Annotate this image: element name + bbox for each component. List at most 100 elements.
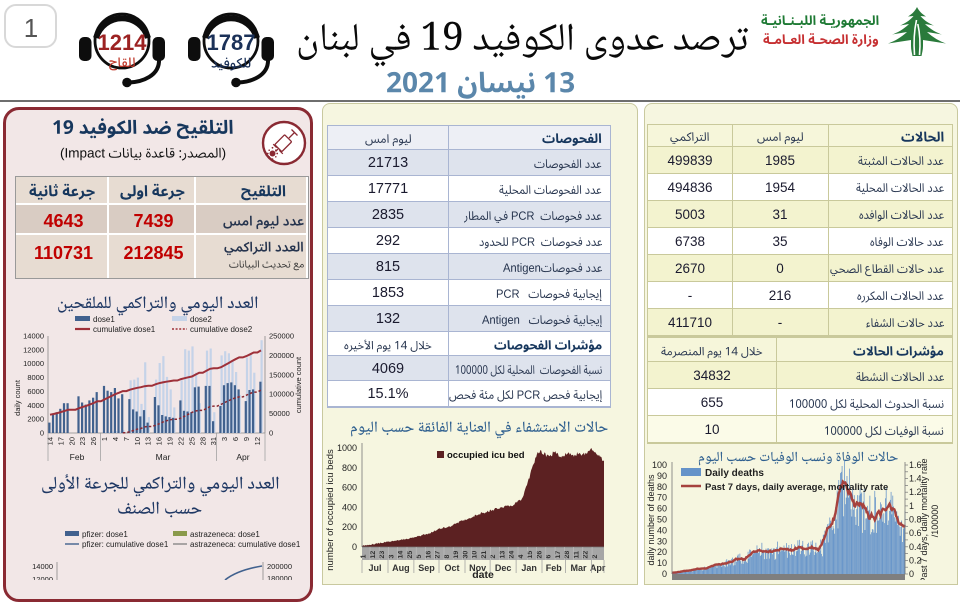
svg-text:20: 20 (67, 437, 76, 445)
svg-text:250000: 250000 (269, 332, 294, 341)
svg-text:0: 0 (269, 429, 273, 438)
svg-text:number of occupied icu beds: number of occupied icu beds (325, 449, 336, 571)
svg-text:Feb: Feb (70, 452, 85, 462)
svg-text:cumulative dose2: cumulative dose2 (190, 325, 253, 334)
svg-text:14: 14 (46, 437, 55, 445)
svg-text:0: 0 (662, 569, 667, 579)
svg-text:0: 0 (40, 429, 44, 438)
svg-text:90: 90 (657, 471, 667, 481)
svg-text:200000: 200000 (269, 351, 294, 360)
svg-text:400: 400 (342, 502, 357, 512)
svg-text:23: 23 (78, 437, 87, 445)
svg-text:16: 16 (425, 551, 432, 559)
svg-text:100: 100 (652, 460, 667, 470)
svg-text:astrazeneca: cumulative dose1: astrazeneca: cumulative dose1 (190, 540, 301, 549)
svg-text:2: 2 (490, 555, 497, 559)
svg-text:28: 28 (198, 437, 207, 445)
svg-text:13: 13 (144, 437, 153, 445)
svg-text:Mar: Mar (570, 563, 587, 573)
svg-text:Nov: Nov (469, 563, 486, 573)
svg-text:40: 40 (657, 525, 667, 535)
svg-text:daily number of deaths: daily number of deaths (646, 474, 656, 566)
svg-text:4: 4 (518, 555, 525, 559)
svg-text:15: 15 (527, 551, 534, 559)
svg-text:astrazeneca: dose1: astrazeneca: dose1 (190, 530, 260, 539)
svg-text:25: 25 (187, 437, 196, 445)
svg-text:100000: 100000 (269, 390, 294, 399)
svg-text:Apr: Apr (590, 563, 606, 573)
svg-text:19: 19 (453, 551, 460, 559)
svg-text:600: 600 (342, 483, 357, 493)
svg-text:50: 50 (657, 515, 667, 525)
svg-text:0.8: 0.8 (909, 515, 922, 525)
svg-text:1: 1 (361, 555, 368, 559)
svg-text:0: 0 (352, 542, 357, 552)
svg-text:26: 26 (536, 551, 543, 559)
svg-text:Oct: Oct (444, 563, 459, 573)
svg-text:22: 22 (583, 551, 590, 559)
svg-text:12: 12 (253, 437, 262, 445)
svg-text:Aug: Aug (392, 563, 410, 573)
svg-text:2: 2 (592, 555, 599, 559)
svg-text:12: 12 (370, 551, 377, 559)
svg-text:0.4: 0.4 (909, 542, 922, 552)
svg-text:60: 60 (657, 504, 667, 514)
svg-text:28: 28 (564, 551, 571, 559)
svg-text:50000: 50000 (269, 409, 290, 418)
svg-text:8000: 8000 (27, 373, 44, 382)
svg-text:0.2: 0.2 (909, 555, 922, 565)
svg-text:/100000: /100000 (930, 505, 940, 538)
svg-text:date: date (472, 569, 494, 580)
svg-text:Past 7 days, daily mortality r: Past 7 days, daily mortality rate (919, 458, 929, 580)
svg-text:1: 1 (100, 437, 109, 441)
svg-text:Daily deaths: Daily deaths (705, 468, 764, 479)
svg-text:pfizer: dose1: pfizer: dose1 (82, 530, 128, 539)
svg-text:1.4: 1.4 (909, 474, 922, 484)
svg-text:14000: 14000 (32, 562, 53, 571)
svg-text:10: 10 (133, 437, 142, 445)
svg-text:Mar: Mar (156, 452, 171, 462)
svg-text:6: 6 (231, 437, 240, 441)
svg-text:7: 7 (122, 437, 131, 441)
svg-text:26: 26 (89, 437, 98, 445)
svg-text:150000: 150000 (269, 370, 294, 379)
svg-text:4000: 4000 (27, 401, 44, 410)
svg-text:14000: 14000 (23, 332, 44, 341)
svg-text:daily count: daily count (13, 379, 22, 416)
svg-text:9: 9 (242, 437, 251, 441)
svg-text:20: 20 (657, 547, 667, 557)
svg-text:Past 7 days, daily average, mo: Past 7 days, daily average, mortality ra… (705, 482, 888, 493)
svg-text:11: 11 (573, 551, 580, 559)
svg-text:Feb: Feb (546, 563, 563, 573)
svg-text:10: 10 (657, 558, 667, 568)
svg-text:10000: 10000 (23, 359, 44, 368)
svg-text:6000: 6000 (27, 387, 44, 396)
svg-text:3: 3 (388, 555, 395, 559)
svg-text:cumulative count: cumulative count (294, 356, 303, 413)
svg-text:80: 80 (657, 482, 667, 492)
svg-text:1: 1 (909, 501, 914, 511)
svg-text:17: 17 (56, 437, 65, 445)
svg-text:19: 19 (166, 437, 175, 445)
svg-text:800: 800 (342, 463, 357, 473)
svg-text:24: 24 (509, 551, 516, 559)
svg-text:10: 10 (472, 551, 479, 559)
svg-text:31: 31 (209, 437, 218, 445)
svg-text:17: 17 (555, 551, 562, 559)
svg-text:200000: 200000 (267, 562, 292, 571)
svg-text:200: 200 (342, 522, 357, 532)
svg-text:cumulative dose1: cumulative dose1 (93, 325, 156, 334)
svg-text:3: 3 (220, 437, 229, 441)
svg-text:1.2: 1.2 (909, 487, 922, 497)
svg-text:pfizer: cumulative dose1: pfizer: cumulative dose1 (82, 540, 169, 549)
svg-text:180000: 180000 (267, 574, 292, 580)
svg-text:1.6: 1.6 (909, 460, 922, 470)
svg-text:14: 14 (398, 551, 405, 559)
svg-text:16: 16 (155, 437, 164, 445)
svg-text:dose2: dose2 (190, 315, 212, 324)
svg-text:Jan: Jan (521, 563, 537, 573)
svg-text:Jul: Jul (368, 563, 381, 573)
svg-text:dose1: dose1 (93, 315, 115, 324)
svg-text:12000: 12000 (32, 575, 53, 580)
svg-text:0.6: 0.6 (909, 528, 922, 538)
